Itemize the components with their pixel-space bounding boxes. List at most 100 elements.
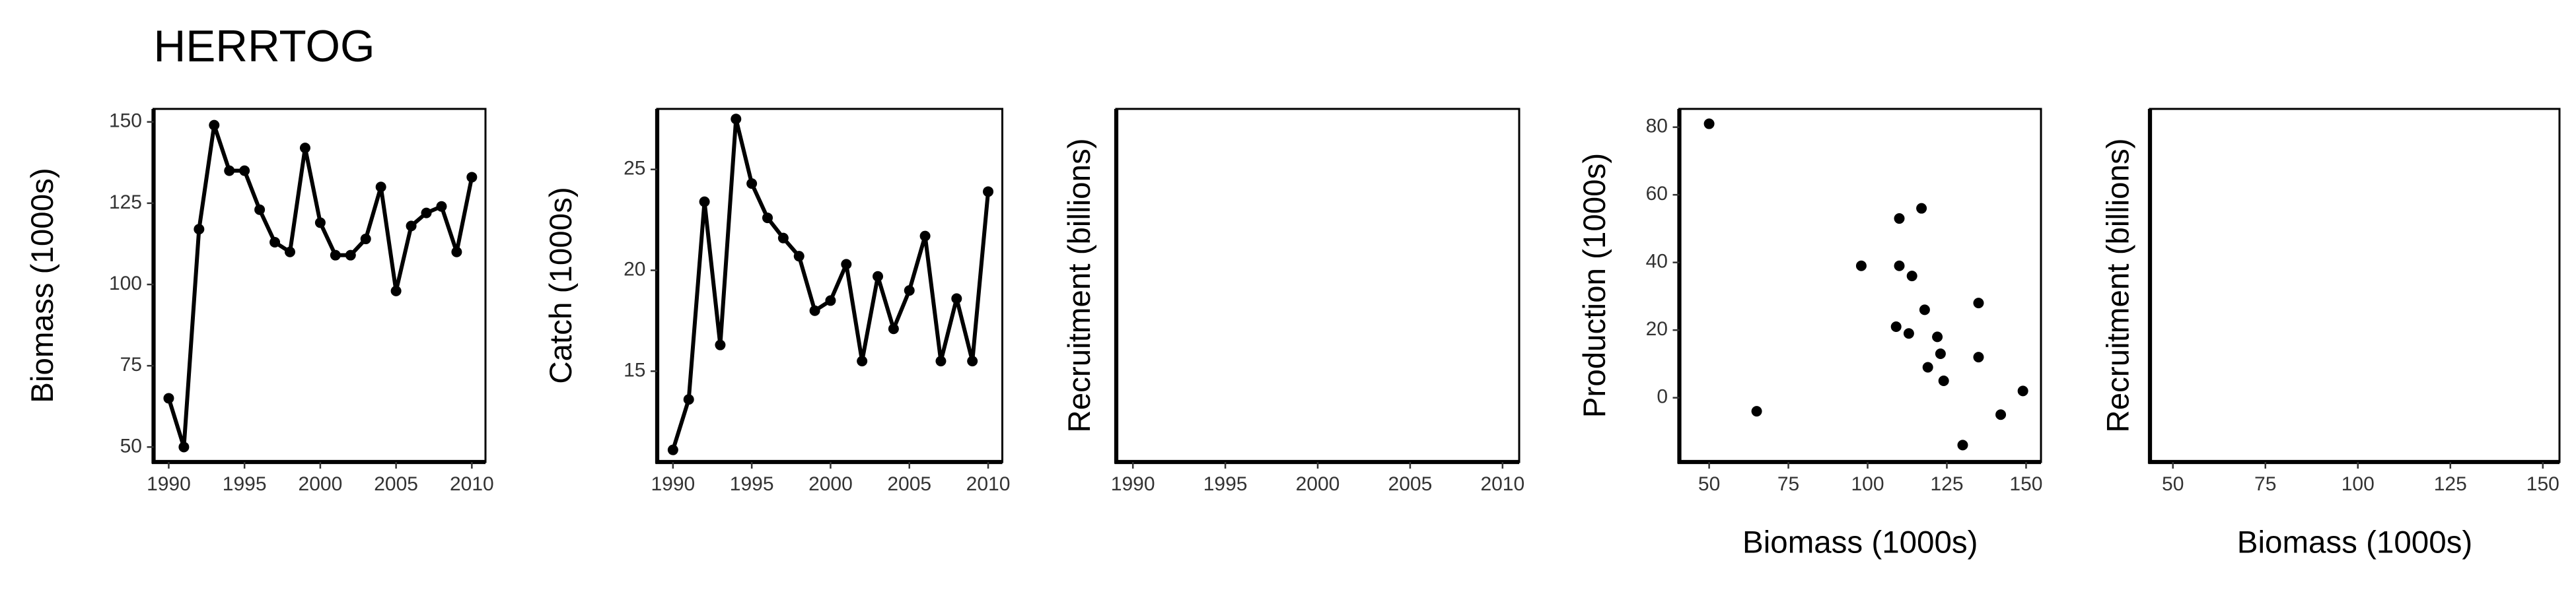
data-point bbox=[699, 196, 710, 207]
y-tick-label: 40 bbox=[1646, 251, 1668, 273]
data-point bbox=[983, 186, 994, 197]
data-point bbox=[777, 232, 789, 244]
data-point bbox=[857, 356, 868, 367]
x-tick-label: 2000 bbox=[1296, 473, 1340, 495]
data-point bbox=[1855, 260, 1867, 271]
data-point bbox=[715, 339, 726, 350]
data-point bbox=[269, 236, 281, 248]
data-point bbox=[1935, 348, 1946, 360]
panel: 50 75 100 125 150 Recruitment (billions) Bioma… bbox=[2101, 108, 2561, 560]
data-point bbox=[1973, 352, 1984, 363]
x-tick-label: 1990 bbox=[147, 473, 191, 495]
y-tick-label: 100 bbox=[109, 273, 142, 294]
data-point bbox=[841, 259, 852, 270]
data-point bbox=[1703, 118, 1715, 129]
panel: 1990 1995 2000 2005 2010 Recruitment (billion… bbox=[1062, 108, 1524, 495]
data-point bbox=[239, 165, 250, 176]
x-tick-label: 100 bbox=[2342, 473, 2375, 495]
panel: 1990 1995 2000 2005 2010 15 20 25 Catch (1000s) bbox=[544, 108, 1011, 495]
data-point bbox=[330, 249, 341, 261]
data-point bbox=[436, 201, 447, 212]
x-tick-label: 125 bbox=[1930, 473, 1963, 495]
x-tick-label: 1990 bbox=[1111, 473, 1155, 495]
plot-frame bbox=[656, 108, 1003, 463]
figure-title: HERRTOG bbox=[154, 22, 375, 71]
data-point bbox=[683, 394, 694, 405]
x-tick-label: 1995 bbox=[223, 473, 267, 495]
x-tick-label: 150 bbox=[2526, 473, 2559, 495]
data-point bbox=[163, 393, 174, 404]
data-point bbox=[345, 249, 356, 261]
data-point bbox=[421, 207, 432, 218]
x-tick-label: 2010 bbox=[1480, 473, 1524, 495]
data-point bbox=[1894, 260, 1905, 271]
x-tick-label: 1995 bbox=[1203, 473, 1248, 495]
x-tick-label: 100 bbox=[1851, 473, 1884, 495]
y-tick-label: 75 bbox=[120, 354, 142, 376]
data-point bbox=[1894, 213, 1905, 224]
data-point bbox=[919, 230, 931, 242]
data-point bbox=[224, 165, 235, 176]
data-point bbox=[762, 213, 773, 224]
y-axis-title: Recruitment (billions) bbox=[2101, 138, 2136, 432]
data-point bbox=[1922, 362, 1933, 373]
data-point bbox=[951, 293, 962, 304]
y-tick-label: 20 bbox=[624, 258, 645, 280]
data-point bbox=[935, 356, 947, 367]
data-point bbox=[406, 220, 417, 232]
panel: 50 75 100 125 150 0 20 40 60 80 Production (1000s)… bbox=[1577, 108, 2042, 560]
y-tick-label: 0 bbox=[1657, 386, 1668, 408]
data-point bbox=[1903, 328, 1914, 339]
data-point bbox=[667, 444, 678, 455]
y-axis-title: Catch (1000s) bbox=[544, 187, 579, 383]
y-tick-label: 25 bbox=[624, 158, 645, 180]
plot-frame bbox=[2149, 108, 2561, 463]
x-tick-label: 2005 bbox=[887, 473, 931, 495]
data-line bbox=[670, 117, 991, 451]
x-tick-label: 75 bbox=[2254, 473, 2276, 495]
y-axis-title: Biomass (1000s) bbox=[25, 168, 60, 403]
x-tick-label: 150 bbox=[2009, 473, 2042, 495]
data-point bbox=[746, 178, 758, 189]
data-point bbox=[1919, 304, 1930, 315]
data-point bbox=[1932, 331, 1943, 343]
data-point bbox=[375, 182, 386, 193]
data-point bbox=[873, 271, 884, 282]
panel: 1990 1995 2000 2005 2010 50 75 100 125 150 Biomass… bbox=[25, 108, 494, 495]
x-tick-label: 50 bbox=[2162, 473, 2184, 495]
data-point bbox=[314, 217, 326, 228]
x-axis-title: Biomass (1000s) bbox=[1742, 525, 1978, 560]
data-point bbox=[731, 114, 742, 125]
data-point bbox=[967, 356, 978, 367]
x-tick-label: 2010 bbox=[966, 473, 1011, 495]
data-point bbox=[1938, 376, 1949, 387]
data-point bbox=[1906, 271, 1917, 282]
data-line bbox=[166, 123, 474, 449]
x-tick-label: 2005 bbox=[374, 473, 418, 495]
x-tick-label: 2000 bbox=[808, 473, 853, 495]
data-point bbox=[809, 305, 820, 316]
data-point bbox=[1973, 298, 1984, 309]
data-point bbox=[1751, 406, 1762, 417]
data-point bbox=[209, 119, 220, 131]
data-point bbox=[360, 234, 371, 245]
data-point bbox=[194, 224, 205, 235]
y-tick-label: 15 bbox=[624, 359, 645, 381]
y-tick-label: 50 bbox=[120, 435, 142, 457]
y-axis-title: Recruitment (billions) bbox=[1062, 138, 1097, 432]
data-point bbox=[1890, 321, 1902, 333]
data-point bbox=[1916, 203, 1927, 214]
data-point bbox=[254, 204, 266, 215]
x-axis-title: Biomass (1000s) bbox=[2237, 525, 2472, 560]
y-tick-label: 80 bbox=[1646, 116, 1668, 137]
x-tick-label: 50 bbox=[1698, 473, 1720, 495]
data-point bbox=[178, 442, 190, 453]
x-tick-label: 75 bbox=[1777, 473, 1799, 495]
plot-frame bbox=[153, 108, 487, 463]
x-tick-label: 1995 bbox=[730, 473, 774, 495]
y-tick-label: 60 bbox=[1646, 183, 1668, 205]
data-point bbox=[466, 172, 478, 183]
data-point bbox=[1995, 409, 2007, 420]
x-tick-label: 2000 bbox=[299, 473, 343, 495]
